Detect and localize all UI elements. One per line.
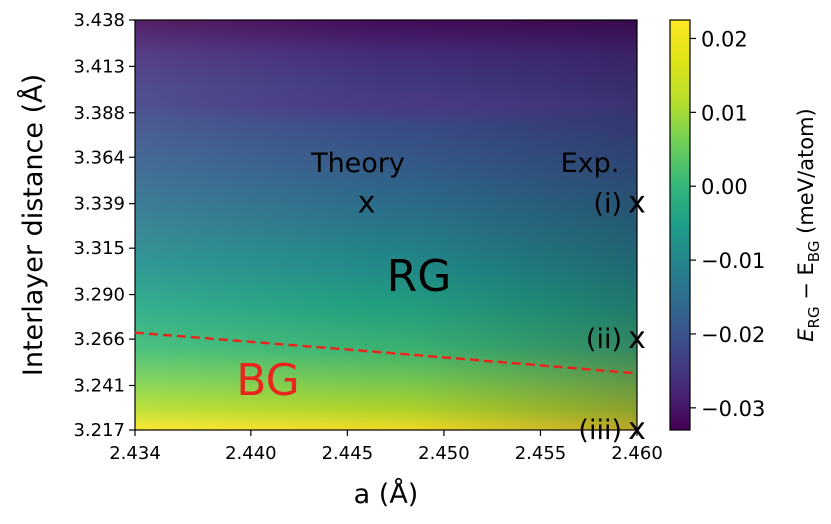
region-bg-label: BG (236, 355, 300, 406)
exp-point-label: (ii) (586, 324, 622, 355)
colorbar-gradient (669, 19, 691, 431)
theory-label: Theory (310, 148, 405, 179)
colorbar: 0.02 0.01 0.00 −0.01 −0.02 −0.03 ERG − EBG (m… (669, 19, 823, 431)
colorbar-tick-label: 0.02 (701, 27, 748, 51)
y-axis-ticks: 3.217 3.241 3.266 3.290 3.315 3.339 3.364 3.388… (73, 10, 135, 441)
y-tick-label: 3.364 (73, 147, 125, 168)
y-tick-label: 3.339 (73, 194, 125, 215)
exp-point-label: (iii) (578, 415, 622, 446)
y-tick-label: 3.290 (73, 285, 125, 306)
colorbar-tick-label: −0.02 (701, 323, 765, 347)
x-tick-label: 2.450 (418, 443, 470, 464)
exp-point-marker: x (628, 321, 646, 356)
y-axis-label: Interlayer distance (Å) (17, 74, 49, 376)
y-tick-label: 3.241 (73, 375, 125, 396)
exp-point-label: (i) (593, 189, 622, 220)
exp-point-marker: x (628, 412, 646, 447)
exp-points: (i) x(ii) x(iii) x (578, 186, 645, 447)
colorbar-tick-label: −0.03 (701, 397, 765, 421)
y-tick-label: 3.217 (73, 420, 125, 441)
x-tick-label: 2.440 (225, 443, 277, 464)
colorbar-tick-label: 0.00 (701, 175, 748, 199)
theory-marker: x (358, 186, 376, 221)
heatmap-left-shading (135, 20, 637, 430)
colorbar-tick-label: 0.01 (701, 101, 748, 125)
heatmap-dark-band (135, 84, 637, 124)
y-tick-label: 3.413 (73, 56, 125, 77)
x-tick-label: 2.455 (515, 443, 567, 464)
colorbar-label: ERG − EBG (meV/atom) (794, 108, 823, 342)
y-tick-label: 3.315 (73, 238, 125, 259)
x-tick-label: 2.460 (611, 443, 663, 464)
annotations: Theory x Exp. (i) x(ii) x(iii) x RG BG (236, 148, 646, 447)
y-tick-label: 3.388 (73, 103, 125, 124)
x-tick-label: 2.434 (109, 443, 161, 464)
x-axis-label: a (Å) (354, 478, 419, 510)
region-rg-label: RG (387, 251, 452, 302)
colorbar-tick-label: −0.01 (701, 249, 765, 273)
heatmap-surface (135, 20, 637, 430)
x-axis-ticks: 2.434 2.440 2.445 2.450 2.455 2.460 (109, 430, 663, 464)
y-tick-label: 3.266 (73, 329, 125, 350)
exp-label: Exp. (561, 148, 620, 179)
exp-point-marker: x (628, 186, 646, 221)
x-tick-label: 2.445 (322, 443, 374, 464)
y-tick-label: 3.438 (73, 10, 125, 31)
heatmap-plot-area (134, 19, 638, 431)
plot-frame (134, 19, 638, 431)
colorbar-ticks: 0.02 0.01 0.00 −0.01 −0.02 −0.03 (690, 27, 765, 421)
